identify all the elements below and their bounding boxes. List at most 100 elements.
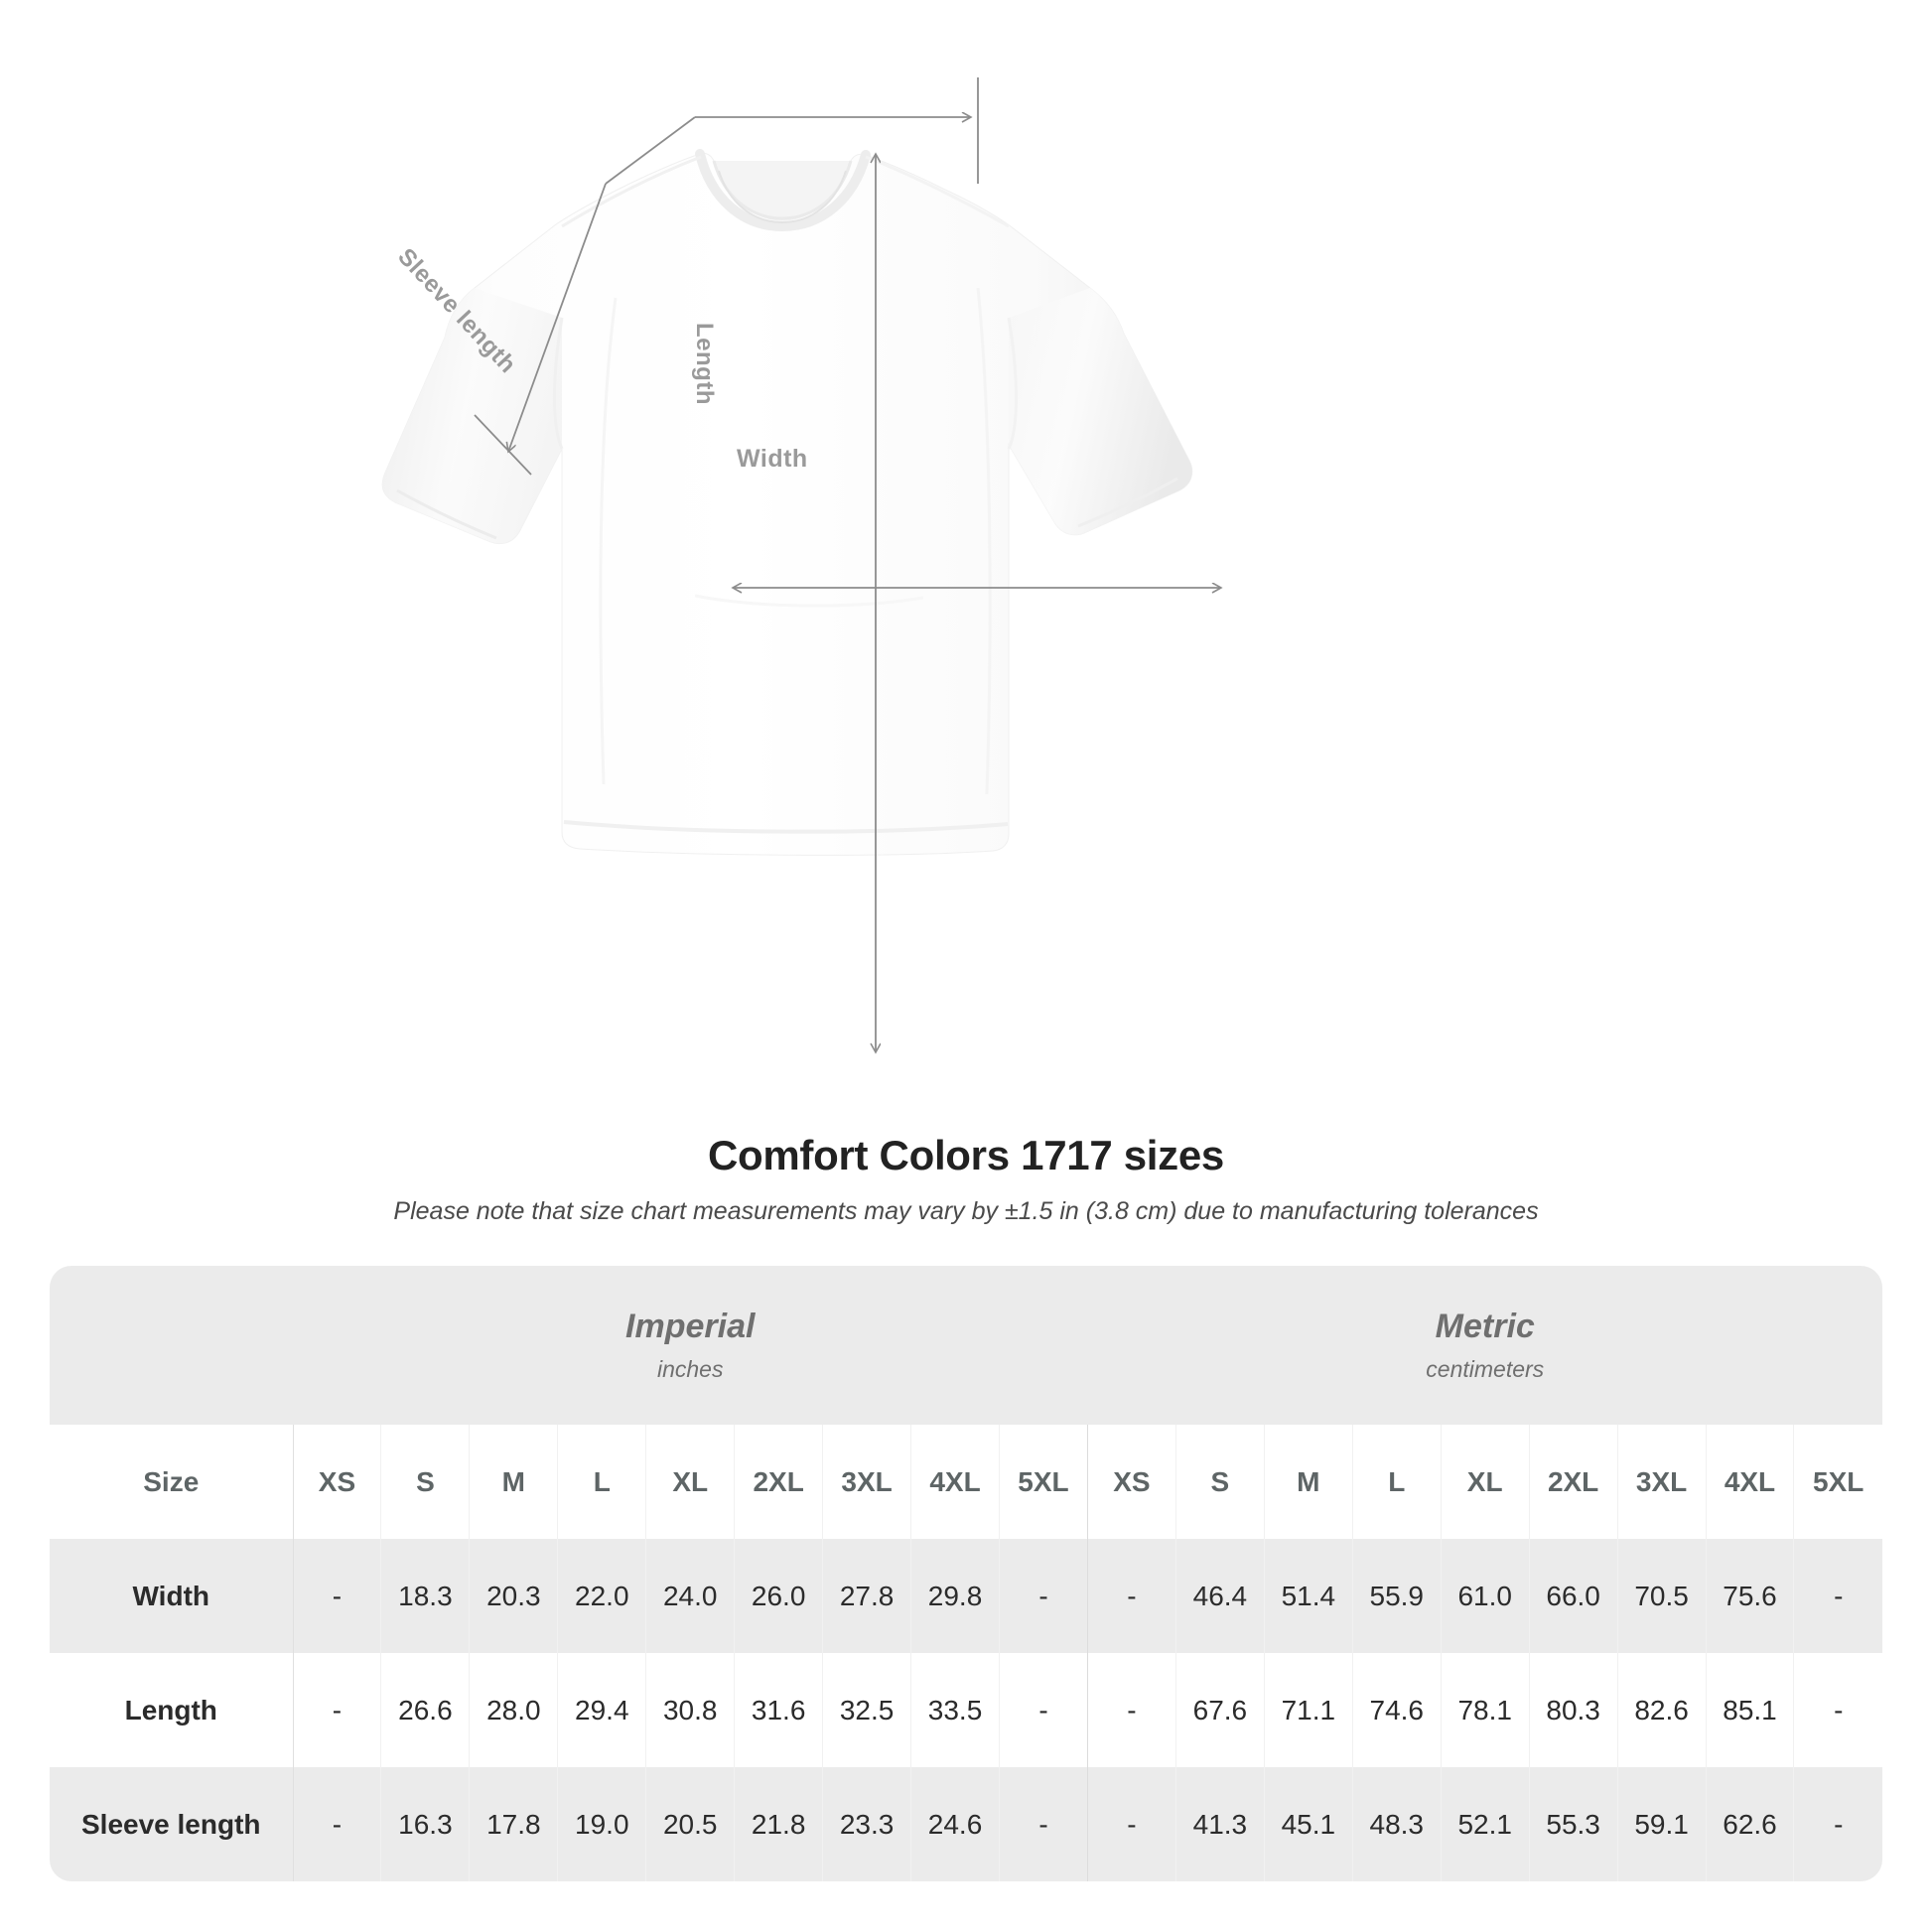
collar-stitch <box>718 170 847 224</box>
imperial-banner-cell: Imperial inches <box>293 1266 1088 1425</box>
unit-banner-row: Imperial inches Metric centimeters <box>50 1266 1882 1425</box>
cell-length-metric-xl: 78.1 <box>1440 1653 1530 1767</box>
right-armhole-seam <box>1007 317 1018 450</box>
cell-sleeve-length-metric-3xl: 59.1 <box>1616 1767 1707 1881</box>
cell-length-imperial-4xl: 33.5 <box>910 1653 1000 1767</box>
size-header-label: Size <box>50 1425 293 1539</box>
cell-width-metric-4xl: 75.6 <box>1705 1539 1794 1653</box>
cell-width-metric-3xl: 70.5 <box>1616 1539 1707 1653</box>
size-header-cell-imperial-4xl: 4XL <box>910 1425 1000 1539</box>
size-header-cell-metric-3xl: 3XL <box>1616 1425 1707 1539</box>
cell-sleeve-length-imperial-5xl: - <box>999 1767 1088 1881</box>
cell-width-imperial-3xl: 27.8 <box>822 1539 911 1653</box>
width-label: Width <box>737 445 808 473</box>
cell-length-metric-5xl: - <box>1793 1653 1882 1767</box>
cell-length-imperial-xs: - <box>292 1653 381 1767</box>
size-header-cell-metric-m: M <box>1263 1425 1353 1539</box>
banner-spacer-cell <box>50 1266 293 1425</box>
cell-length-metric-2xl: 80.3 <box>1528 1653 1618 1767</box>
cell-sleeve-length-imperial-s: 16.3 <box>380 1767 470 1881</box>
cell-length-imperial-2xl: 31.6 <box>734 1653 823 1767</box>
cell-length-imperial-l: 29.4 <box>557 1653 646 1767</box>
cell-sleeve-length-metric-m: 45.1 <box>1263 1767 1353 1881</box>
left-armhole-seam <box>553 317 564 450</box>
size-header-cell-imperial-l: L <box>557 1425 646 1539</box>
left-shoulder-seam <box>561 155 702 228</box>
size-header-cell-imperial-xl: XL <box>645 1425 735 1539</box>
row-label-width: Width <box>50 1539 293 1653</box>
size-header-cell-imperial-2xl: 2XL <box>734 1425 823 1539</box>
cell-sleeve-length-metric-4xl: 62.6 <box>1705 1767 1794 1881</box>
size-header-row: Size XS S M L XL 2XL 3XL 4XL 5XL XS S M L XL 2XL 3XL 4XL 5… <box>50 1425 1882 1539</box>
tshirt-diagram: Sleeve length Length Width <box>381 77 1932 1112</box>
row-label-sleeve-length: Sleeve length <box>50 1767 293 1881</box>
size-header-cell-metric-s: S <box>1174 1425 1265 1539</box>
shirt-shape <box>381 149 1193 856</box>
shirt-right-sleeve <box>1009 288 1192 535</box>
fabric-fold-left <box>599 297 618 785</box>
cell-width-imperial-5xl: - <box>999 1539 1088 1653</box>
size-header-cell-metric-5xl: 5XL <box>1793 1425 1882 1539</box>
size-header-cell-metric-xs: XS <box>1086 1425 1176 1539</box>
cell-width-imperial-4xl: 29.8 <box>910 1539 1000 1653</box>
cell-length-metric-m: 71.1 <box>1263 1653 1353 1767</box>
cell-sleeve-length-metric-xs: - <box>1086 1767 1176 1881</box>
cell-sleeve-length-metric-5xl: - <box>1793 1767 1882 1881</box>
sleeve-length-line <box>508 183 607 452</box>
collar-outer <box>695 149 871 232</box>
size-chart-table-container: Imperial inches Metric centimeters Size X… <box>50 1266 1882 1881</box>
cell-sleeve-length-metric-s: 41.3 <box>1174 1767 1265 1881</box>
cell-length-metric-xs: - <box>1086 1653 1176 1767</box>
fabric-fold-right <box>976 287 992 795</box>
imperial-unit-label: inches <box>656 1356 724 1383</box>
cell-sleeve-length-imperial-xs: - <box>292 1767 381 1881</box>
sleeve-cuff-tick <box>474 414 532 476</box>
size-header-cell-metric-2xl: 2XL <box>1528 1425 1618 1539</box>
cell-width-metric-xl: 61.0 <box>1440 1539 1530 1653</box>
shirt-left-sleeve <box>382 288 562 544</box>
size-header-cell-metric-xl: XL <box>1440 1425 1530 1539</box>
metric-unit-label: centimeters <box>1426 1356 1545 1383</box>
cell-width-metric-l: 55.9 <box>1351 1539 1442 1653</box>
size-header-cell-imperial-xs: XS <box>292 1425 381 1539</box>
cell-length-metric-3xl: 82.6 <box>1616 1653 1707 1767</box>
table-row: Width -18.3 20.3 22.0 24.0 26.0 27.8 29.8- -46.4… <box>50 1539 1882 1653</box>
cell-sleeve-length-imperial-4xl: 24.6 <box>910 1767 1000 1881</box>
size-chart-table: Imperial inches Metric centimeters Size X… <box>50 1266 1882 1881</box>
size-header-cell-imperial-5xl: 5XL <box>999 1425 1088 1539</box>
bottom-hem <box>563 820 1009 834</box>
cell-width-imperial-s: 18.3 <box>380 1539 470 1653</box>
metric-system-label: Metric <box>1435 1307 1535 1345</box>
size-header-cell-metric-l: L <box>1351 1425 1442 1539</box>
cell-width-metric-5xl: - <box>1793 1539 1882 1653</box>
cell-width-imperial-m: 20.3 <box>469 1539 558 1653</box>
size-header-cell-metric-4xl: 4XL <box>1705 1425 1794 1539</box>
cell-length-metric-l: 74.6 <box>1351 1653 1442 1767</box>
sleeve-shoulder-bend <box>605 116 696 185</box>
measurement-guides <box>474 77 1221 1052</box>
cell-sleeve-length-metric-xl: 52.1 <box>1440 1767 1530 1881</box>
cell-sleeve-length-imperial-xl: 20.5 <box>645 1767 735 1881</box>
size-header-cell-imperial-3xl: 3XL <box>822 1425 911 1539</box>
cell-width-imperial-l: 22.0 <box>557 1539 646 1653</box>
metric-banner-cell: Metric centimeters <box>1087 1266 1882 1425</box>
table-row: Length -26.6 28.0 29.4 30.8 31.6 32.5 33.5- -67.… <box>50 1653 1882 1767</box>
cell-width-imperial-xs: - <box>292 1539 381 1653</box>
cell-width-metric-2xl: 66.0 <box>1528 1539 1618 1653</box>
cell-width-imperial-2xl: 26.0 <box>734 1539 823 1653</box>
cell-length-imperial-5xl: - <box>999 1653 1088 1767</box>
fabric-fold-mid <box>694 594 924 608</box>
length-label: Length <box>691 323 718 405</box>
table-row: Sleeve length -16.3 17.8 19.0 20.5 21.8 23.3 24… <box>50 1767 1882 1881</box>
cell-length-metric-4xl: 85.1 <box>1705 1653 1794 1767</box>
page-title: Comfort Colors 1717 sizes <box>707 1132 1224 1178</box>
cell-length-imperial-m: 28.0 <box>469 1653 558 1767</box>
cell-length-imperial-s: 26.6 <box>380 1653 470 1767</box>
cell-sleeve-length-imperial-3xl: 23.3 <box>822 1767 911 1881</box>
cell-sleeve-length-imperial-m: 17.8 <box>469 1767 558 1881</box>
left-sleeve-hem <box>396 488 497 540</box>
cell-width-imperial-xl: 24.0 <box>645 1539 735 1653</box>
size-header-cell-imperial-m: M <box>469 1425 558 1539</box>
tshirt-illustration <box>381 77 1932 1112</box>
cell-length-imperial-xl: 30.8 <box>645 1653 735 1767</box>
